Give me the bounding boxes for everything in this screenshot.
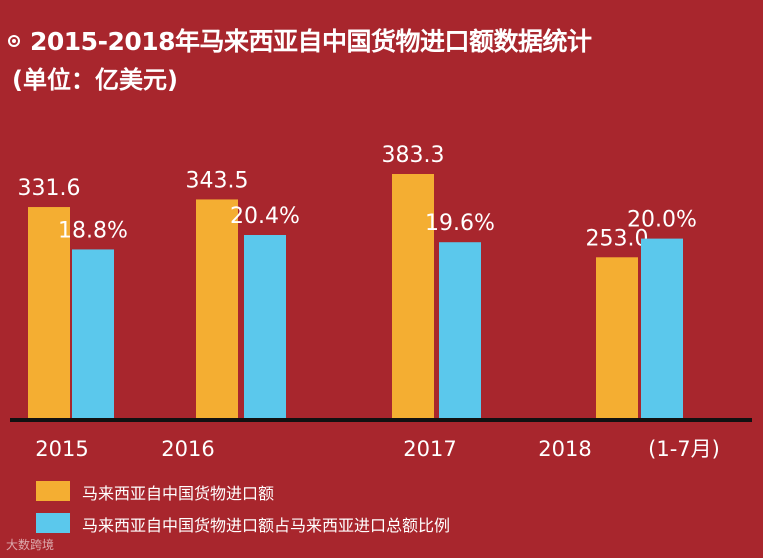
data-label-import-2016: 343.5 bbox=[186, 168, 249, 193]
data-label-share-2015: 18.8% bbox=[58, 218, 128, 243]
x-tick-label-2018: 2018 bbox=[538, 437, 591, 461]
data-label-share-2016: 20.4% bbox=[230, 204, 300, 229]
data-label-import-2018: 253.0 bbox=[586, 226, 649, 251]
bar-import-2018 bbox=[596, 257, 638, 419]
bar-import-2017 bbox=[392, 174, 434, 419]
bar-import-2016 bbox=[196, 199, 238, 419]
bar-chart: 331.6 18.8% 2015 343.5 20.4% 2016 383.3 19.6% 20… bbox=[10, 143, 752, 461]
bullet-icon bbox=[8, 35, 20, 47]
x-tick-label-2017: 2017 bbox=[403, 437, 456, 461]
watermark: 大数跨境 bbox=[6, 538, 55, 552]
legend-swatch-import bbox=[36, 481, 70, 501]
data-label-import-2015: 331.6 bbox=[18, 176, 81, 201]
bar-share-2016 bbox=[244, 235, 286, 419]
chart-title: 2015-2018年马来西亚自中国货物进口额数据统计 bbox=[30, 27, 592, 56]
bar-share-2017 bbox=[439, 242, 481, 419]
bar-share-2015 bbox=[72, 249, 114, 419]
x-tick-label-2016: 2016 bbox=[161, 437, 214, 461]
x-tick-label-2015: 2015 bbox=[35, 437, 88, 461]
chart-unit: (单位：亿美元) bbox=[12, 66, 178, 94]
data-label-share-2018: 20.0% bbox=[627, 208, 697, 233]
legend-swatch-share bbox=[36, 513, 70, 533]
data-label-import-2017: 383.3 bbox=[382, 143, 445, 168]
legend-label-import: 马来西亚自中国货物进口额 bbox=[82, 484, 275, 503]
x-tick-note-2018: (1-7月) bbox=[648, 437, 720, 461]
bar-import-2015 bbox=[28, 207, 70, 419]
bar-share-2018 bbox=[641, 238, 683, 419]
data-label-share-2017: 19.6% bbox=[425, 211, 495, 236]
legend-label-share: 马来西亚自中国货物进口额占马来西亚进口总额比例 bbox=[82, 516, 451, 535]
